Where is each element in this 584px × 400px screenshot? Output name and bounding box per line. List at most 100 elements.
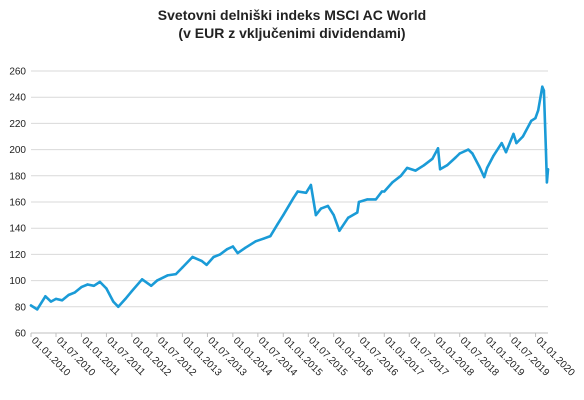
data-point: [282, 213, 285, 217]
data-point: [544, 148, 548, 151]
data-point: [445, 164, 449, 167]
data-point: [155, 279, 159, 282]
data-point: [117, 305, 120, 308]
data-point: [515, 141, 518, 145]
data-point: [200, 259, 203, 263]
data-point: [80, 285, 83, 289]
data-point: [357, 200, 361, 204]
data-point: [383, 190, 386, 193]
y-tick-label: 60: [15, 329, 27, 340]
data-point: [231, 245, 235, 248]
data-point: [181, 266, 184, 269]
data-point: [236, 251, 239, 255]
data-point: [276, 223, 279, 226]
chart-title-line: Svetovni delniški indeks MSCI AC World: [157, 7, 427, 23]
y-tick-label: 260: [9, 67, 26, 78]
data-point: [296, 190, 299, 193]
data-point: [414, 169, 417, 172]
data-point: [537, 109, 540, 112]
data-point: [191, 255, 194, 259]
data-point: [467, 148, 470, 151]
data-point: [454, 156, 457, 159]
data-point: [269, 234, 272, 238]
data-point: [54, 297, 58, 301]
data-point: [483, 175, 486, 179]
data-point: [485, 166, 489, 170]
data-point: [112, 300, 115, 303]
data-point: [338, 229, 341, 232]
y-tick-label: 200: [9, 145, 26, 156]
data-point: [521, 135, 525, 138]
chart-title: Svetovni delniški indeks MSCI AC World (…: [0, 6, 584, 42]
data-point: [356, 211, 359, 214]
data-point: [500, 141, 503, 145]
data-point: [292, 196, 295, 200]
data-point: [436, 147, 440, 150]
data-point: [130, 289, 134, 293]
data-point: [458, 152, 461, 155]
series-line-0: [29, 85, 550, 311]
data-point: [530, 119, 533, 123]
data-point: [150, 284, 153, 287]
data-point: [399, 174, 403, 177]
data-point: [304, 191, 308, 194]
data-point: [314, 213, 318, 217]
data-point: [512, 132, 515, 136]
data-point: [478, 165, 481, 168]
data-point: [244, 246, 247, 249]
data-point: [347, 216, 350, 219]
data-point: [225, 248, 229, 251]
data-point: [391, 181, 394, 184]
data-point: [98, 280, 102, 284]
data-point: [541, 85, 544, 88]
y-axis: 60 80 100 120 140 160 180 200 220 240 260: [9, 67, 26, 340]
data-point: [73, 291, 77, 294]
y-tick-label: 240: [9, 93, 26, 104]
y-tick-label: 160: [9, 198, 26, 209]
y-tick-label: 120: [9, 250, 26, 261]
data-point: [471, 152, 474, 155]
series-layer: [29, 85, 550, 311]
data-point: [86, 283, 89, 286]
data-point: [218, 253, 222, 256]
data-point: [166, 274, 169, 277]
data-point: [542, 89, 546, 92]
data-point: [205, 263, 208, 267]
data-point: [380, 190, 384, 193]
y-tick-label: 80: [15, 302, 27, 313]
data-point: [140, 278, 144, 281]
data-point: [319, 207, 323, 210]
data-point: [405, 166, 409, 170]
data-point: [36, 308, 39, 311]
data-point: [438, 168, 442, 171]
y-tick-label: 140: [9, 224, 26, 235]
data-point: [326, 204, 330, 208]
data-point: [534, 117, 537, 120]
y-tick-label: 220: [9, 119, 26, 130]
data-point: [124, 297, 127, 301]
data-point: [504, 151, 508, 154]
data-point: [67, 293, 70, 297]
data-point: [212, 255, 215, 259]
data-point: [29, 304, 33, 307]
data-point: [422, 164, 426, 167]
data-point: [92, 284, 96, 287]
data-point: [431, 157, 434, 160]
y-tick-label: 180: [9, 171, 26, 182]
data-point: [44, 295, 47, 298]
data-point: [49, 300, 53, 303]
data-point: [545, 181, 549, 184]
x-axis: 01.01.201001.07.201001.01.201101.07.2011…: [29, 332, 577, 379]
data-point: [366, 198, 369, 201]
data-point: [61, 299, 64, 302]
data-point: [332, 213, 335, 217]
data-point: [262, 237, 265, 240]
data-point: [492, 154, 495, 158]
data-point: [546, 168, 550, 171]
data-point: [105, 287, 108, 290]
data-point: [254, 240, 257, 243]
data-point: [174, 272, 178, 276]
y-tick-label: 100: [9, 276, 26, 287]
data-point: [374, 198, 378, 201]
